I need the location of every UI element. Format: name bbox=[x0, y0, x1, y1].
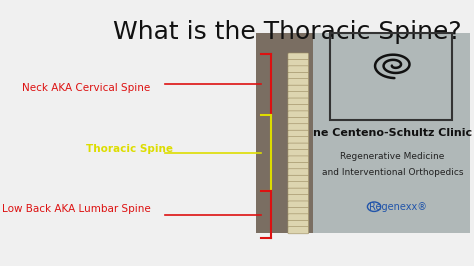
FancyBboxPatch shape bbox=[288, 85, 309, 92]
Text: Regenerative Medicine: Regenerative Medicine bbox=[340, 152, 445, 161]
FancyBboxPatch shape bbox=[288, 117, 309, 124]
Bar bbox=[256, 33, 313, 233]
Text: and Interventional Orthopedics: and Interventional Orthopedics bbox=[322, 168, 463, 177]
FancyBboxPatch shape bbox=[288, 66, 309, 73]
Text: What is the Thoracic Spine?: What is the Thoracic Spine? bbox=[113, 20, 462, 44]
FancyBboxPatch shape bbox=[288, 194, 309, 202]
FancyBboxPatch shape bbox=[288, 169, 309, 176]
Bar bbox=[330, 33, 452, 120]
FancyBboxPatch shape bbox=[288, 149, 309, 157]
FancyBboxPatch shape bbox=[288, 227, 309, 234]
Text: Thoracic Spine: Thoracic Spine bbox=[86, 144, 173, 154]
FancyBboxPatch shape bbox=[288, 156, 309, 163]
FancyBboxPatch shape bbox=[288, 182, 309, 189]
FancyBboxPatch shape bbox=[288, 53, 309, 60]
FancyBboxPatch shape bbox=[288, 72, 309, 79]
FancyBboxPatch shape bbox=[288, 220, 309, 227]
FancyBboxPatch shape bbox=[288, 214, 309, 221]
FancyBboxPatch shape bbox=[288, 162, 309, 169]
FancyBboxPatch shape bbox=[288, 201, 309, 208]
Text: Neck AKA Cervical Spine: Neck AKA Cervical Spine bbox=[22, 83, 150, 93]
Text: ne Centeno-Schultz Clinic: ne Centeno-Schultz Clinic bbox=[313, 128, 472, 138]
FancyBboxPatch shape bbox=[288, 188, 309, 195]
FancyBboxPatch shape bbox=[288, 105, 309, 111]
Text: Low Back AKA Lumbar Spine: Low Back AKA Lumbar Spine bbox=[2, 204, 150, 214]
FancyBboxPatch shape bbox=[288, 98, 309, 105]
FancyBboxPatch shape bbox=[288, 59, 309, 66]
Text: Regenexx®: Regenexx® bbox=[369, 202, 427, 212]
FancyBboxPatch shape bbox=[288, 207, 309, 214]
FancyBboxPatch shape bbox=[288, 124, 309, 131]
FancyBboxPatch shape bbox=[288, 130, 309, 137]
FancyBboxPatch shape bbox=[288, 111, 309, 118]
FancyBboxPatch shape bbox=[288, 92, 309, 99]
FancyBboxPatch shape bbox=[288, 175, 309, 182]
FancyBboxPatch shape bbox=[288, 143, 309, 150]
Bar bbox=[313, 33, 470, 233]
FancyBboxPatch shape bbox=[288, 79, 309, 86]
FancyBboxPatch shape bbox=[288, 137, 309, 144]
